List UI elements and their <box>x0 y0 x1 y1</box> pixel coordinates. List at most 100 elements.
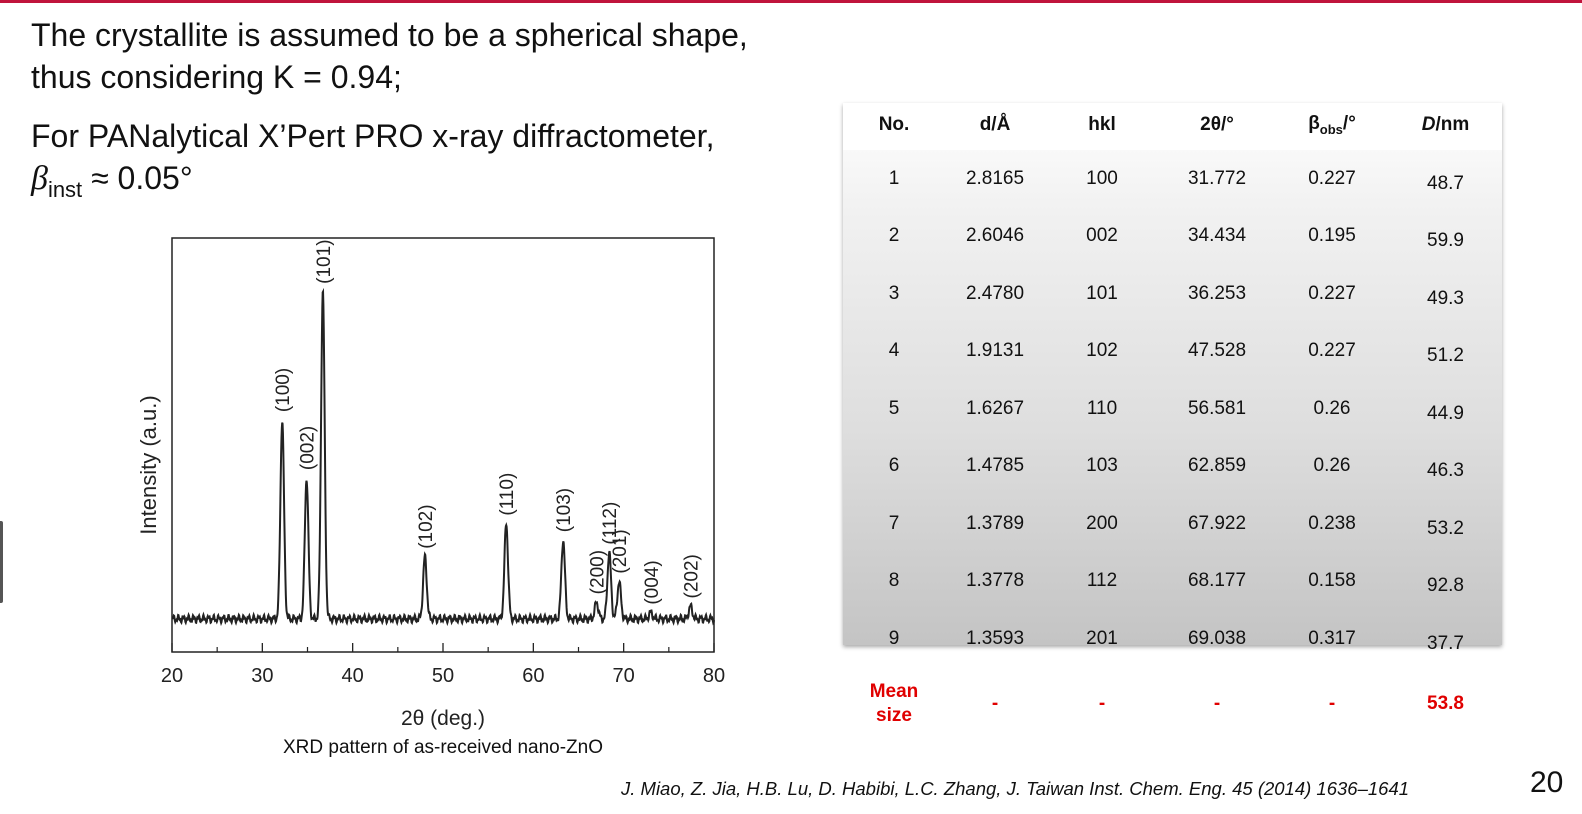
table-cell: 101 <box>1086 282 1118 304</box>
peak-label: (112) <box>600 502 621 545</box>
table-cell: 92.8 <box>1427 575 1464 597</box>
table-cell: 3 <box>888 282 900 304</box>
peak-label: (202) <box>682 554 703 598</box>
table-row: 5 1.6267 110 56.581 0.26 44.9 <box>843 380 1502 438</box>
beta-value: ≈ 0.05° <box>82 160 193 196</box>
table-cell: 9 <box>888 627 900 649</box>
header-beta-obs: βobs/° <box>1275 103 1389 150</box>
x-tick-label: 30 <box>251 665 273 687</box>
table-cell: 6 <box>888 455 900 477</box>
table-cell: 62.859 <box>1187 455 1247 477</box>
table-row: 8 1.3778 112 68.177 0.158 92.8 <box>843 553 1502 611</box>
x-tick-label: 60 <box>522 665 544 687</box>
peak-label: (102) <box>416 504 437 548</box>
header-crystallite-size: D/nm <box>1389 103 1502 150</box>
plot-frame <box>171 237 715 653</box>
table-cell: 37.7 <box>1427 632 1464 654</box>
table-cell: 4 <box>888 340 900 362</box>
table-cell: - <box>1098 693 1106 714</box>
table-cell: 102 <box>1086 340 1118 362</box>
peak-label: (002) <box>298 426 319 470</box>
table-cell: 2 <box>888 225 900 247</box>
table-cell: 1.3778 <box>965 570 1025 592</box>
side-handle[interactable] <box>0 521 3 603</box>
peak-label: (201) <box>610 529 631 573</box>
table-cell: 2.4780 <box>965 282 1025 304</box>
peak-label: (200) <box>588 550 609 594</box>
table-cell: 67.922 <box>1187 512 1247 534</box>
table-cell: 0.158 <box>1308 570 1356 592</box>
table-row: 6 1.4785 103 62.859 0.26 46.3 <box>843 438 1502 496</box>
beta-symbol: β <box>31 160 48 197</box>
peak-label: (004) <box>642 560 663 604</box>
table-cell: 0.227 <box>1308 282 1356 304</box>
header-hkl: hkl <box>1045 103 1159 150</box>
table-cell: 69.038 <box>1187 627 1247 649</box>
header-two-theta: 2θ/° <box>1159 103 1275 150</box>
table-cell: 7 <box>888 512 900 534</box>
citation: J. Miao, Z. Jia, H.B. Lu, D. Habibi, L.C… <box>621 778 1410 799</box>
table-cell: 5 <box>888 397 900 419</box>
x-axis-label: 2θ (deg.) <box>401 707 485 730</box>
table-cell: 0.26 <box>1313 455 1351 477</box>
table-cell: 002 <box>1086 225 1118 247</box>
table-cell: 59.9 <box>1427 230 1464 252</box>
peak-label: (101) <box>314 239 335 283</box>
table-cell: 44.9 <box>1427 402 1464 424</box>
table-cell: 53.2 <box>1427 517 1464 539</box>
table-cell: - <box>991 693 999 714</box>
mean-size-value: 53.8 <box>1427 693 1464 714</box>
table-cell: 1 <box>888 167 900 189</box>
table-cell: 49.3 <box>1427 287 1464 309</box>
table-cell: 0.317 <box>1308 627 1356 649</box>
x-tick-label: 20 <box>161 665 183 687</box>
table-row: 2 2.6046 002 34.434 0.195 59.9 <box>843 208 1502 266</box>
table-cell: 0.195 <box>1308 225 1356 247</box>
table-cell: 200 <box>1086 512 1118 534</box>
table-cell: 1.6267 <box>965 397 1025 419</box>
peak-label: (110) <box>497 473 518 516</box>
mean-size-label: Mean size <box>869 681 919 726</box>
table-cell: 48.7 <box>1427 172 1464 194</box>
table-cell: 0.227 <box>1308 167 1356 189</box>
table-cell: 1.4785 <box>965 455 1025 477</box>
table-cell: 103 <box>1086 455 1118 477</box>
table-header-row: No. d/Å hkl 2θ/° βobs/° D/nm <box>843 103 1502 150</box>
table-cell: 46.3 <box>1427 460 1464 482</box>
table-cell: 0.227 <box>1308 340 1356 362</box>
table-row: 3 2.4780 101 36.253 0.227 49.3 <box>843 265 1502 323</box>
peak-label: (100) <box>273 368 294 412</box>
header-no: No. <box>843 103 945 150</box>
x-tick-label: 40 <box>342 665 364 687</box>
table-cell: 47.528 <box>1187 340 1247 362</box>
table-cell: 1.9131 <box>965 340 1025 362</box>
xrd-pattern-line <box>171 287 715 627</box>
table-cell: 0.26 <box>1313 397 1351 419</box>
intro-line-3: For PANalytical X’Pert PRO x-ray diffrac… <box>31 118 715 154</box>
top-accent-rule <box>0 0 1582 3</box>
table-row: 7 1.3789 200 67.922 0.238 53.2 <box>843 495 1502 553</box>
x-tick-label: 50 <box>432 665 454 687</box>
table-cell: 2.8165 <box>965 167 1025 189</box>
table-cell: 100 <box>1086 167 1118 189</box>
table-cell: - <box>1213 693 1221 714</box>
table-cell: 31.772 <box>1187 167 1247 189</box>
table-cell: 51.2 <box>1427 345 1464 367</box>
table-row: 4 1.9131 102 47.528 0.227 51.2 <box>843 323 1502 381</box>
intro-line-1: The crystallite is assumed to be a spher… <box>31 17 748 53</box>
intro-text: The crystallite is assumed to be a spher… <box>31 14 748 211</box>
table-cell: 1.3789 <box>965 512 1025 534</box>
chart-caption: XRD pattern of as-received nano-ZnO <box>283 737 603 758</box>
y-axis-label: Intensity (a.u.) <box>136 395 161 534</box>
x-tick-label: 80 <box>703 665 725 687</box>
intro-line-2: thus considering K = 0.94; <box>31 59 402 95</box>
mean-size-row: Mean size - - - - 53.8 <box>843 668 1502 741</box>
table-row: 1 2.8165 100 31.772 0.227 48.7 <box>843 149 1502 208</box>
table-cell: 1.3593 <box>965 627 1025 649</box>
x-tick-label: 70 <box>613 665 635 687</box>
peak-label: (103) <box>554 488 575 532</box>
table-cell: 112 <box>1086 570 1118 592</box>
beta-subscript: inst <box>47 177 83 202</box>
table-cell: 36.253 <box>1187 282 1247 304</box>
